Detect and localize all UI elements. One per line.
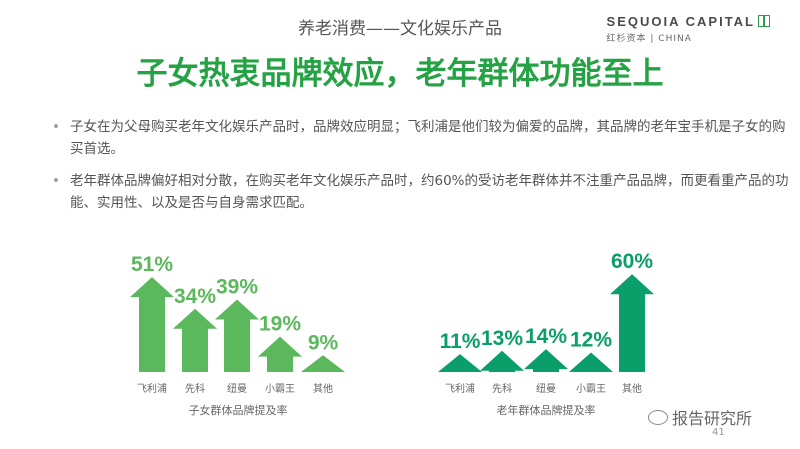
category-label: 其他 — [313, 382, 333, 395]
bar-arrow — [438, 354, 482, 372]
sequoia-logo: SEQUOIA CAPITAL 红杉资本 | CHINA — [607, 14, 770, 44]
wechat-icon — [648, 410, 668, 425]
logo-mark-icon — [758, 15, 770, 27]
category-label: 先科 — [492, 382, 512, 395]
category-label: 先科 — [185, 382, 205, 395]
bullet-item: • 子女在为父母购买老年文化娱乐产品时，品牌效应明显；飞利浦是他们较为偏爱的品牌，… — [52, 116, 792, 160]
page-headline: 子女热衷品牌效应，老年群体功能至上 — [136, 56, 664, 92]
category-label: 纽曼 — [536, 382, 556, 395]
data-label: 9% — [308, 331, 339, 354]
data-label: 13% — [481, 327, 523, 350]
page-number: 41 — [712, 427, 725, 438]
bar-arrow — [258, 336, 302, 372]
bar-arrow — [610, 274, 654, 372]
category-label: 小霸王 — [265, 383, 295, 395]
data-label: 11% — [440, 330, 481, 353]
category-label: 小霸王 — [576, 383, 606, 395]
footer-brand: 报告研究所 — [648, 405, 752, 429]
logo-subtext: 红杉资本 | CHINA — [606, 34, 692, 44]
bullet-dot-icon: • — [52, 173, 60, 189]
chart-axis-title: 老年群体品牌提及率 — [497, 403, 596, 417]
bar-arrow — [215, 299, 259, 372]
data-label: 14% — [525, 325, 567, 348]
data-label: 39% — [216, 275, 258, 298]
bar-arrow — [480, 350, 524, 372]
bullet-item: • 老年群体品牌偏好相对分散，在购买老年文化娱乐产品时，约60%的受访老年群体并不… — [52, 170, 792, 214]
chart-axis-title: 子女群体品牌提及率 — [189, 403, 288, 417]
category-label: 飞利浦 — [445, 382, 475, 395]
category-label: 飞利浦 — [137, 382, 167, 395]
category-label: 其他 — [622, 382, 642, 395]
section-topic: 养老消费——文化娱乐产品 — [298, 19, 502, 39]
data-label: 51% — [131, 253, 173, 276]
data-label: 12% — [570, 328, 612, 351]
bar-arrow — [524, 349, 568, 372]
bullet-dot-icon: • — [52, 119, 60, 135]
bar-arrow — [569, 352, 613, 372]
logo-text: SEQUOIA CAPITAL — [606, 14, 755, 29]
bar-arrow — [301, 355, 345, 372]
bullet-list: • 子女在为父母购买老年文化娱乐产品时，品牌效应明显；飞利浦是他们较为偏爱的品牌，… — [52, 116, 792, 224]
category-label: 纽曼 — [227, 382, 247, 395]
data-label: 60% — [611, 250, 653, 273]
data-label: 34% — [174, 285, 216, 308]
bar-arrow — [130, 277, 174, 372]
bar-arrow — [173, 308, 217, 372]
data-label: 19% — [259, 313, 301, 336]
